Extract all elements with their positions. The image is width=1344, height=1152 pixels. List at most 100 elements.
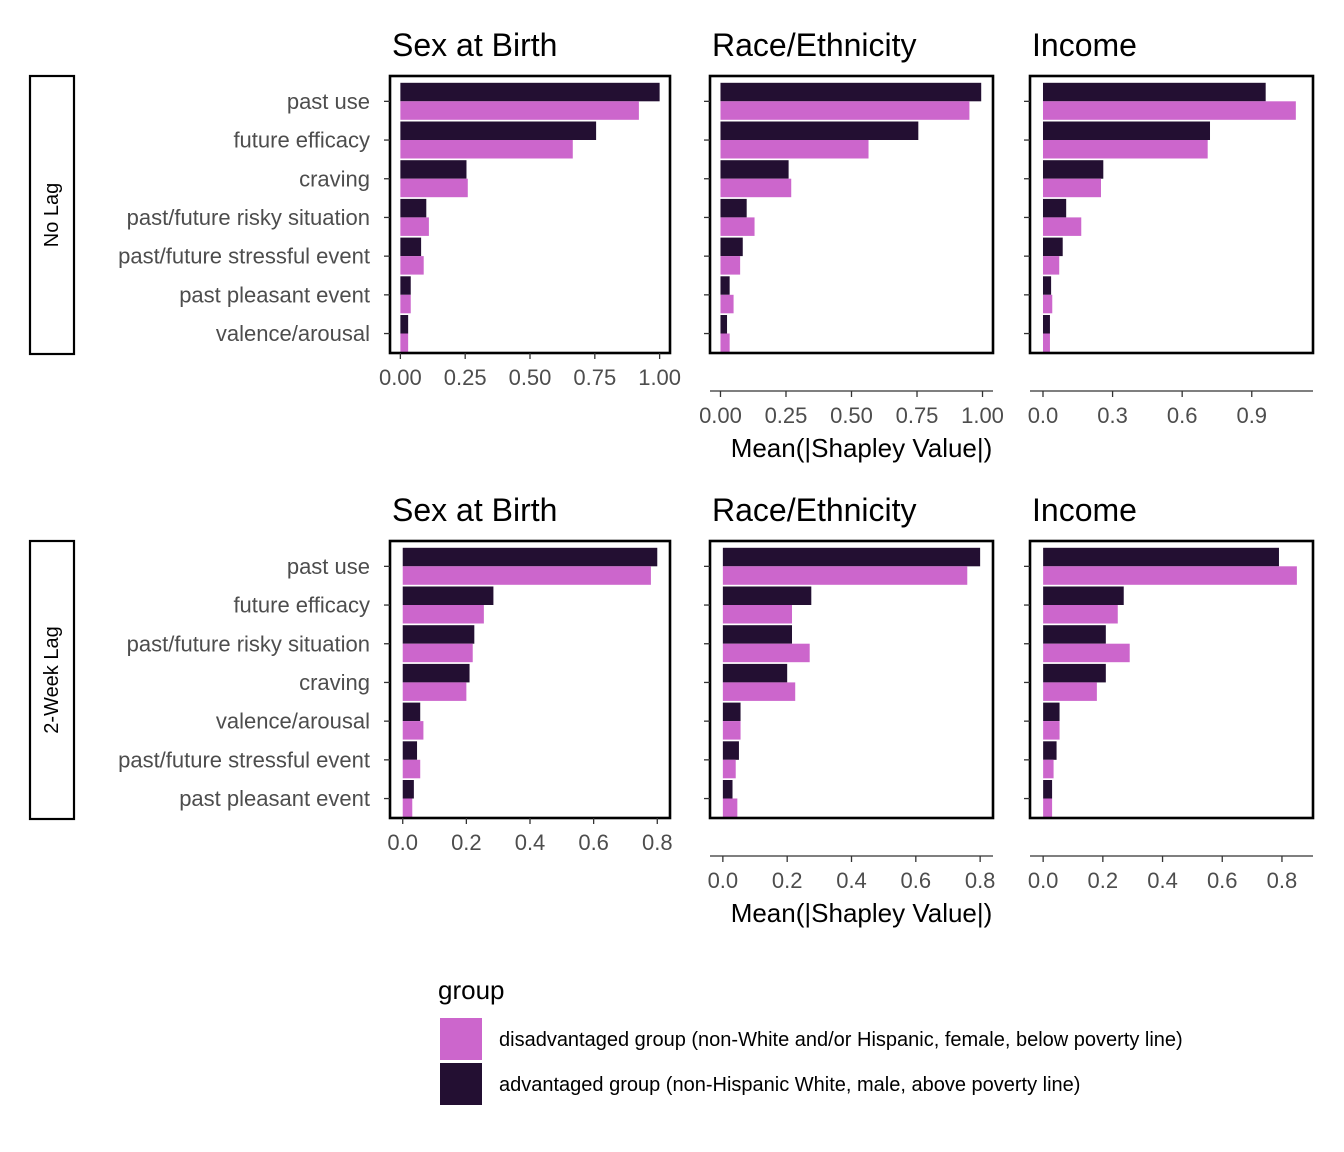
bar-disadvantaged [400, 256, 424, 275]
bar-disadvantaged [722, 798, 738, 817]
panel-border [708, 74, 995, 355]
bar-disadvantaged [402, 605, 484, 624]
legend-swatch-advantaged [440, 1063, 482, 1105]
bar-advantaged [1043, 780, 1053, 799]
bar-advantaged [1042, 121, 1211, 140]
bar-advantaged [720, 82, 982, 102]
category-label: past/future stressful event [118, 244, 370, 269]
bar-advantaged [720, 160, 789, 179]
x-tick-label: 0.0 [387, 830, 418, 855]
bar-disadvantaged [1042, 217, 1082, 236]
bar-disadvantaged [720, 101, 970, 120]
category-label: past use [287, 89, 370, 114]
bar-advantaged [402, 586, 494, 605]
bar-advantaged [1042, 315, 1050, 334]
bar-advantaged [402, 547, 658, 567]
category-label: future efficacy [233, 593, 370, 618]
bar-disadvantaged [1042, 256, 1060, 275]
panel-title: Income [1032, 492, 1137, 528]
x-tick-label: 0.2 [451, 830, 482, 855]
x-tick-label: 0.50 [830, 403, 873, 428]
bar-advantaged [720, 237, 743, 257]
category-label: valence/arousal [216, 321, 370, 346]
panel-title: Income [1032, 27, 1137, 63]
bar-disadvantaged [402, 682, 467, 701]
bar-disadvantaged [1043, 605, 1118, 624]
bar-advantaged [1042, 276, 1052, 295]
panel-title: Race/Ethnicity [712, 27, 917, 63]
bar-advantaged [1043, 702, 1060, 722]
bar-advantaged [402, 663, 470, 683]
bar-disadvantaged [402, 759, 421, 779]
x-tick-label: 0.25 [765, 403, 808, 428]
panel-1-3: Income 0.0 0.3 0.6 0.9 [1024, 27, 1315, 428]
legend-swatch-disadvantaged [440, 1018, 482, 1060]
bar-advantaged [400, 276, 411, 295]
x-axis-title-2: Mean(|Shapley Value|) [731, 898, 993, 928]
strip-1-box [28, 74, 76, 356]
panel-2-1: Sex at Birth 0.0 0.2 0.4 0.6 0.8 [384, 492, 673, 855]
category-label: past/future risky situation [127, 631, 370, 656]
bar-disadvantaged [720, 140, 869, 159]
bar-disadvantaged [400, 140, 573, 159]
x-tick-label: 0.00 [699, 403, 742, 428]
bar-advantaged [1042, 198, 1067, 218]
legend-label-advantaged: advantaged group (non-Hispanic White, ma… [499, 1074, 1080, 1096]
bar-advantaged [720, 315, 728, 334]
bar-advantaged [722, 586, 812, 605]
category-label: future efficacy [233, 128, 370, 153]
bar-disadvantaged [1042, 101, 1296, 120]
bar-advantaged [722, 741, 739, 760]
bar-disadvantaged [722, 759, 736, 779]
bar-disadvantaged [1043, 759, 1054, 779]
bar-disadvantaged [720, 294, 734, 314]
x-tick-label: 0.4 [1147, 868, 1178, 893]
bar-disadvantaged [402, 643, 473, 663]
bar-disadvantaged [1042, 333, 1050, 352]
x-tick-label: 0.2 [1088, 868, 1119, 893]
bar-disadvantaged [720, 217, 755, 236]
bar-disadvantaged [722, 721, 741, 740]
bar-disadvantaged [400, 178, 468, 198]
panel-2-3: Income 0.0 0.2 0.4 0.6 0.8 [1024, 492, 1315, 893]
category-label: past/future stressful event [118, 747, 370, 772]
strip-2-box [28, 539, 76, 821]
panel-border [1028, 539, 1315, 820]
category-label: craving [299, 166, 370, 191]
bar-advantaged [722, 663, 788, 683]
bar-disadvantaged [400, 333, 409, 352]
bar-disadvantaged [722, 682, 796, 701]
x-tick-label: 0.8 [642, 830, 673, 855]
bar-disadvantaged [1042, 140, 1208, 159]
x-tick-label: 0.3 [1097, 403, 1128, 428]
category-label: past/future risky situation [127, 205, 370, 230]
x-tick-label: 1.00 [638, 365, 681, 390]
x-tick-label: 0.0 [708, 868, 739, 893]
x-axis-title-1: Mean(|Shapley Value|) [731, 433, 993, 463]
x-tick-label: 0.6 [901, 868, 932, 893]
bar-disadvantaged [722, 566, 968, 585]
bar-disadvantaged [402, 721, 424, 740]
bar-advantaged [400, 237, 422, 257]
strip-label-1: No Lag [41, 183, 63, 248]
x-tick-label: 0.8 [1267, 868, 1298, 893]
bar-advantaged [1043, 547, 1279, 567]
bar-advantaged [720, 198, 747, 218]
bar-disadvantaged [400, 294, 411, 314]
bar-advantaged [400, 160, 467, 179]
bar-disadvantaged [400, 217, 429, 236]
x-tick-label: 0.4 [836, 868, 867, 893]
bar-disadvantaged [1043, 682, 1097, 701]
bar-advantaged [722, 780, 733, 799]
x-tick-label: 0.2 [772, 868, 803, 893]
x-tick-label: 0.4 [515, 830, 546, 855]
panel-border [708, 539, 995, 820]
x-tick-label: 0.9 [1236, 403, 1267, 428]
legend-title: group [438, 975, 505, 1005]
bar-disadvantaged [1043, 566, 1297, 585]
bar-advantaged [402, 780, 414, 799]
bar-advantaged [400, 121, 597, 140]
x-tick-label: 0.0 [1028, 868, 1059, 893]
bar-advantaged [400, 315, 409, 334]
category-label: past pleasant event [179, 282, 370, 307]
